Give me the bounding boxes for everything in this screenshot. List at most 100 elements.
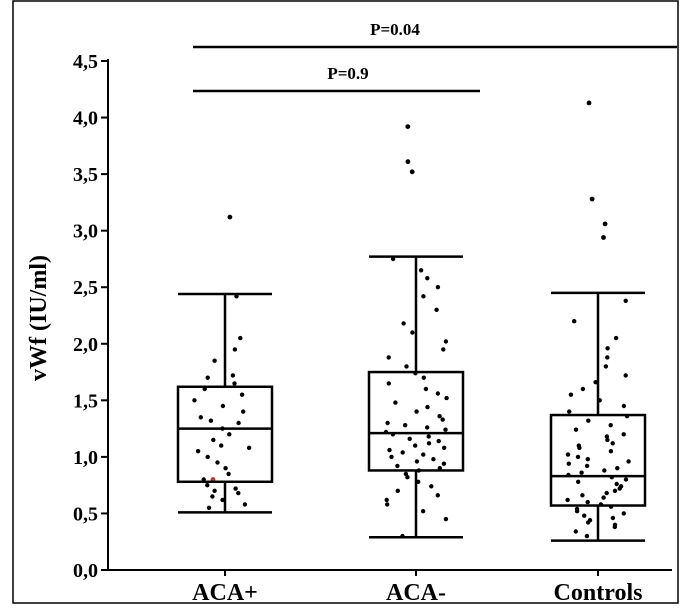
data-point xyxy=(612,522,618,527)
data-point xyxy=(579,470,584,475)
chart-border xyxy=(12,0,679,604)
data-point xyxy=(215,460,220,465)
data-point xyxy=(573,529,578,534)
data-point xyxy=(414,459,420,464)
box-controls xyxy=(549,291,647,542)
outlier-point xyxy=(409,169,415,175)
data-point xyxy=(621,403,627,409)
data-point xyxy=(584,463,590,469)
data-point xyxy=(389,454,394,460)
outlier-point xyxy=(586,100,592,106)
data-point xyxy=(567,409,572,414)
data-point xyxy=(212,358,217,363)
data-point xyxy=(418,268,424,273)
outlier-point xyxy=(405,159,411,165)
data-point xyxy=(610,441,615,446)
data-point xyxy=(605,437,610,443)
data-point xyxy=(435,285,441,290)
data-point xyxy=(618,484,624,489)
y-tick-label: 4,0 xyxy=(73,108,98,130)
data-point xyxy=(421,294,426,299)
data-point xyxy=(395,488,400,493)
x-category-label: ACA- xyxy=(386,580,446,604)
data-point xyxy=(407,436,412,441)
data-point xyxy=(434,307,439,312)
data-point xyxy=(605,355,610,360)
data-point xyxy=(421,452,426,457)
data-point xyxy=(623,477,629,482)
data-point xyxy=(410,330,415,335)
data-point xyxy=(613,335,619,341)
data-point xyxy=(205,454,210,460)
data-point xyxy=(239,392,245,397)
data-point xyxy=(226,471,231,477)
data-point xyxy=(232,381,237,386)
chart-frame: 0,0 0,5 1,0 1,5 2,0 2,5 3,0 3,5 4,0 4,5 ACA+ ACA- Co… xyxy=(12,0,679,606)
data-point xyxy=(442,445,447,450)
data-point xyxy=(610,515,616,521)
y-tick-label: 0,5 xyxy=(73,503,98,525)
data-point xyxy=(435,493,440,498)
data-point xyxy=(386,355,391,360)
data-point xyxy=(420,509,426,514)
outlier-point xyxy=(601,235,606,240)
points-layer xyxy=(192,100,631,539)
data-point xyxy=(621,432,626,437)
data-point xyxy=(230,373,236,378)
data-point xyxy=(615,466,620,471)
data-point xyxy=(232,347,238,352)
data-point xyxy=(425,404,430,410)
data-point xyxy=(198,415,203,420)
data-point xyxy=(604,434,610,439)
data-point xyxy=(568,392,574,397)
data-point xyxy=(242,502,248,507)
data-point xyxy=(604,490,609,496)
outlier-point xyxy=(602,221,608,227)
p-value-label: P=0.9 xyxy=(327,64,368,83)
y-tick-label: 2,5 xyxy=(73,277,98,299)
data-point xyxy=(572,319,577,324)
data-point xyxy=(205,483,210,488)
data-point xyxy=(443,339,449,344)
data-point xyxy=(429,484,434,489)
data-point xyxy=(403,471,409,477)
y-tick-label: 2,0 xyxy=(73,334,98,356)
data-point xyxy=(593,380,598,385)
data-point xyxy=(585,499,590,505)
data-point xyxy=(403,423,408,428)
data-point xyxy=(385,502,390,507)
data-point xyxy=(565,497,570,503)
data-point xyxy=(585,457,590,462)
data-point xyxy=(566,461,571,466)
box-plot-chart: 0,0 0,5 1,0 1,5 2,0 2,5 3,0 3,5 4,0 4,5 ACA+ ACA- Co… xyxy=(12,0,679,606)
data-point xyxy=(205,375,210,380)
data-point xyxy=(387,447,392,453)
data-point xyxy=(605,346,610,351)
data-point xyxy=(425,276,430,281)
data-point xyxy=(608,423,613,428)
data-point xyxy=(384,497,389,503)
data-point xyxy=(211,437,216,443)
data-point xyxy=(208,418,214,423)
data-point xyxy=(586,418,591,423)
data-point xyxy=(602,468,607,473)
data-point xyxy=(436,438,441,444)
data-point xyxy=(565,452,571,457)
data-point xyxy=(444,395,449,401)
data-point xyxy=(386,381,391,386)
y-tick-label: 0,0 xyxy=(73,560,98,582)
data-point xyxy=(223,466,228,471)
data-point xyxy=(206,505,212,510)
x-category-label: Controls xyxy=(554,580,643,604)
iqr-box xyxy=(367,370,465,472)
data-point xyxy=(626,459,631,464)
boxes-layer xyxy=(176,255,647,542)
data-point xyxy=(576,443,581,448)
data-point xyxy=(413,443,418,448)
data-point xyxy=(210,494,215,499)
data-point xyxy=(575,454,581,460)
data-point xyxy=(395,463,400,469)
data-point xyxy=(405,475,410,480)
data-point xyxy=(236,490,241,496)
data-point xyxy=(441,347,446,352)
